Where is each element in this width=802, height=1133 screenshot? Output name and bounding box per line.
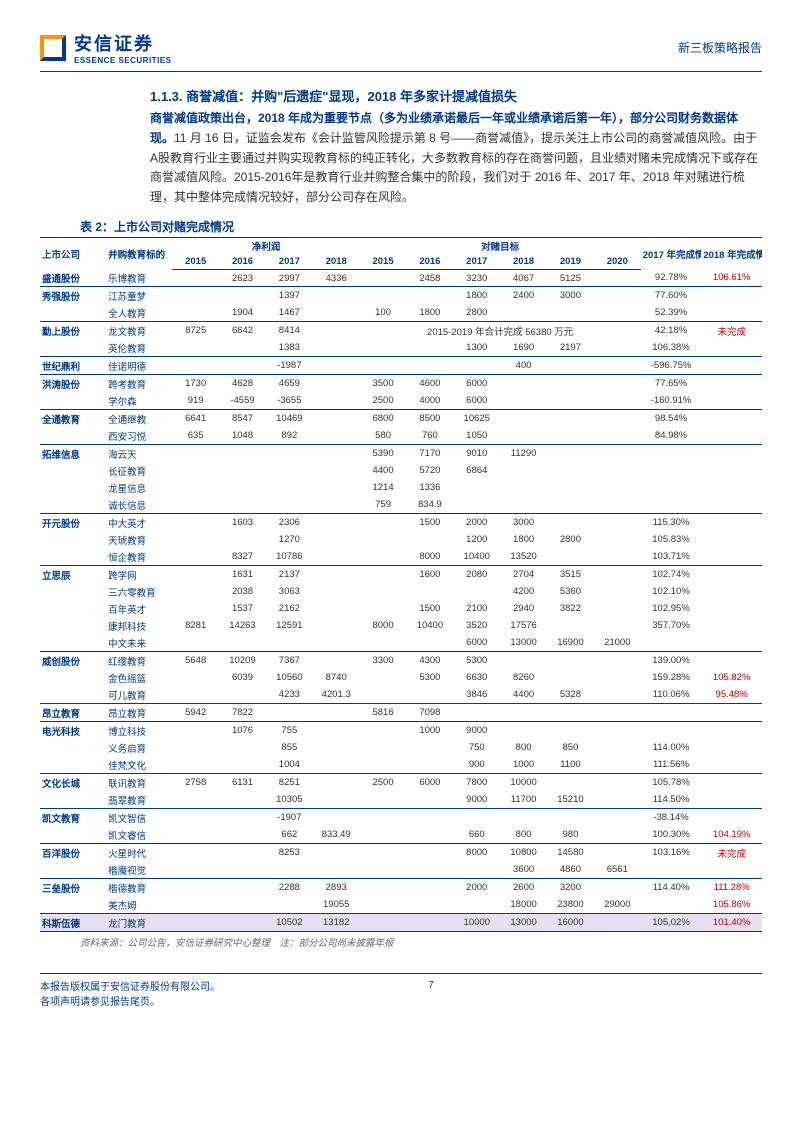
table-row: 拓维信息海云天53907170901011290 bbox=[40, 445, 762, 463]
page-header: 安信证券 ESSENCE SECURITIES 新三板策略报告 bbox=[40, 30, 762, 72]
th-g2019: 2019 bbox=[547, 255, 594, 270]
table-row: 楷魔视觉360048606561 bbox=[40, 861, 762, 879]
th-g2016: 2016 bbox=[406, 255, 453, 270]
table-row: 义务启育855750800850114.00% bbox=[40, 739, 762, 756]
table-row: 可儿教育42334201.3384644005328110.06%95.48% bbox=[40, 686, 762, 704]
table-row: 凯文教育凯文智信-1907-38.14% bbox=[40, 809, 762, 827]
table-row: 翡翠教育1030590001170015210114.50% bbox=[40, 791, 762, 809]
table-row: 文化长城联讯教育27586131825125006000780010000105… bbox=[40, 774, 762, 792]
table-row: 天琥教育1270120018002800105.83% bbox=[40, 531, 762, 548]
th-g2020: 2020 bbox=[594, 255, 641, 270]
footer-line2: 各项声明请参见报告尾页。 bbox=[40, 995, 220, 1010]
table-body: 盛通股份乐博教育262329974336245832304067512592.7… bbox=[40, 269, 762, 932]
table-row: 百洋股份火星时代825380001080014580103.16%未完成 bbox=[40, 844, 762, 862]
table-row: 威创股份红缨教育5648102097367330043005300139.00% bbox=[40, 652, 762, 670]
report-type: 新三板策略报告 bbox=[678, 39, 762, 56]
bet-table: 上市公司 并购教育标的 净利润 对赌目标 2017 年完成情况 2018 年完成… bbox=[40, 237, 762, 933]
th-g2017: 2017 bbox=[453, 255, 500, 270]
table-row: 秀强股份江苏童梦139718002400300077.60% bbox=[40, 287, 762, 305]
table-row: 西安习悦6351048892580760105084.98% bbox=[40, 427, 762, 445]
table-row: 恒企教育83271078680001040013520103.71% bbox=[40, 548, 762, 566]
table-row: 凯文睿信662833.49660800980100.30%104.19% bbox=[40, 826, 762, 844]
table-row: 诚长信息759834.9 bbox=[40, 496, 762, 514]
table-row: 百年英才153721621500210029403822102.95% bbox=[40, 600, 762, 617]
table-row: 长征教育440057206864 bbox=[40, 462, 762, 479]
table-row: 佳梵文化100490010001100111.56% bbox=[40, 756, 762, 774]
table-row: 中文未来6000130001690021000 bbox=[40, 634, 762, 652]
table-row: 开元股份中大英才16032306150020003000115.30% bbox=[40, 514, 762, 532]
th-p2016: 2016 bbox=[219, 255, 266, 270]
th-profit: 净利润 bbox=[172, 237, 359, 255]
th-company: 上市公司 bbox=[40, 237, 106, 269]
page-number: 7 bbox=[220, 980, 642, 991]
para-body: 11 月 16 日，证监会发布《会计监管风险提示第 8 号——商誉减值》，提示关… bbox=[150, 131, 758, 204]
th-p2015: 2015 bbox=[172, 255, 219, 270]
logo: 安信证券 ESSENCE SECURITIES bbox=[40, 30, 171, 65]
table-row: 立思辰跨学网163121371600208027043515102.74% bbox=[40, 566, 762, 584]
table-title: 表 2：上市公司对赌完成情况 bbox=[80, 218, 762, 235]
table-row: 电光科技博立科技107675510009000 bbox=[40, 722, 762, 740]
table-source: 资料来源：公司公告，安信证券研究中心整理 注：部分公司尚未披露年报 bbox=[80, 935, 762, 949]
table-row: 康邦科技82811426312591800010400352017576357.… bbox=[40, 617, 762, 634]
th-2018complete: 2018 年完成情况 bbox=[701, 237, 762, 269]
table-row: 英伦教育1383130016902197106.38% bbox=[40, 339, 762, 357]
section-heading: 1.1.3. 商誉减值：并购"后遗症"显现，2018 年多家计提减值损失 bbox=[150, 86, 762, 105]
table-row: 三六零教育2038306342005360102.10% bbox=[40, 583, 762, 600]
table-row: 勤上股份龙文教育8725664284142015-2019 年合计完成 5638… bbox=[40, 322, 762, 340]
table-row: 全人教育190414671001800280052.39% bbox=[40, 304, 762, 322]
section-body: 商誉减值政策出台，2018 年成为重要节点（多为业绩承诺最后一年或业绩承诺后第一… bbox=[150, 109, 762, 208]
table-row: 龙星信息12141336 bbox=[40, 479, 762, 496]
table-row: 三垒股份楷德教育22882893200026003200114.40%111.2… bbox=[40, 879, 762, 897]
footer-line1: 本报告版权属于安信证券股份有限公司。 bbox=[40, 980, 220, 995]
th-p2018: 2018 bbox=[313, 255, 360, 270]
page-footer: 本报告版权属于安信证券股份有限公司。 各项声明请参见报告尾页。 7 bbox=[40, 973, 762, 1010]
table-row: 金色摇篮6039105608740530066308260159.28%105.… bbox=[40, 669, 762, 686]
table-row: 昂立教育昂立教育5942782258167098 bbox=[40, 704, 762, 722]
table-row: 全通教育全通继教6641854710469680085001062598.54% bbox=[40, 410, 762, 428]
table-head: 上市公司 并购教育标的 净利润 对赌目标 2017 年完成情况 2018 年完成… bbox=[40, 237, 762, 269]
table-row: 盛通股份乐博教育262329974336245832304067512592.7… bbox=[40, 269, 762, 287]
table-row: 世纪鼎利佳诺明德-1987400-596.75% bbox=[40, 357, 762, 375]
logo-icon bbox=[40, 35, 66, 61]
th-goal: 对赌目标 bbox=[360, 237, 641, 255]
th-target: 并购教育标的 bbox=[106, 237, 172, 269]
th-2017complete: 2017 年完成情况 bbox=[641, 237, 702, 269]
th-g2015: 2015 bbox=[360, 255, 407, 270]
table-row: 美杰姆19055180002380029000105.86% bbox=[40, 896, 762, 914]
th-p2017: 2017 bbox=[266, 255, 313, 270]
table-row: 洪涛股份跨考教育17304628465935004600600077.65% bbox=[40, 375, 762, 393]
table-row: 学尔森919-4559-3655250040006000-160.91% bbox=[40, 392, 762, 410]
th-g2018: 2018 bbox=[500, 255, 547, 270]
logo-text-cn: 安信证券 bbox=[74, 30, 171, 56]
logo-text-en: ESSENCE SECURITIES bbox=[74, 56, 171, 65]
table-row: 科斯伍德龙门教育1050213182100001300016000105.02%… bbox=[40, 914, 762, 932]
